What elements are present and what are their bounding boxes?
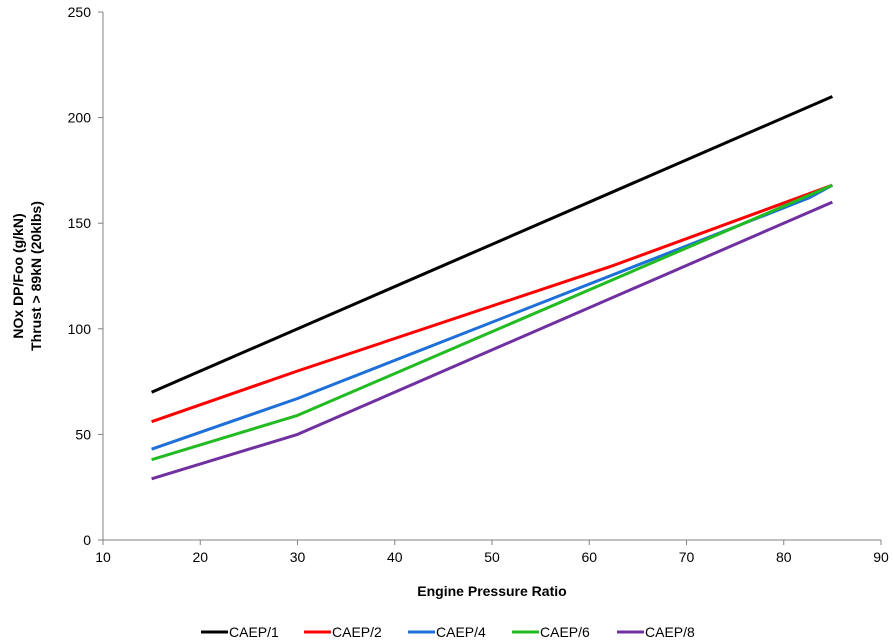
series-line-caep-8 <box>151 200 833 481</box>
legend-label: CAEP/6 <box>540 624 590 640</box>
y-tick-group: 0 50 100 150 200 250 <box>68 4 103 548</box>
x-tick-label: 10 <box>95 549 111 565</box>
x-tick-label: 60 <box>581 549 597 565</box>
series-line-caep-1 <box>151 95 833 394</box>
x-tick-label: 90 <box>873 549 889 565</box>
series-line-caep-6 <box>151 183 833 462</box>
legend: CAEP/1 CAEP/2 CAEP/4 CAEP/6 CAEP/8 <box>201 624 695 640</box>
y-tick-label: 100 <box>68 321 92 337</box>
legend-label: CAEP/8 <box>645 624 695 640</box>
x-tick-label: 50 <box>484 549 500 565</box>
y-tick-label: 200 <box>68 110 92 126</box>
y-tick-label: 150 <box>68 215 92 231</box>
axes <box>102 12 881 541</box>
legend-label: CAEP/4 <box>436 624 486 640</box>
x-tick-group: 10 20 30 40 50 60 70 80 90 <box>95 540 889 565</box>
series-line-caep-2 <box>151 183 833 424</box>
x-tick-label: 70 <box>679 549 695 565</box>
legend-label: CAEP/1 <box>229 624 279 640</box>
y-tick-label: 250 <box>68 4 92 20</box>
x-axis-title: Engine Pressure Ratio <box>417 583 566 599</box>
y-tick-label: 50 <box>75 426 91 442</box>
legend-label: CAEP/2 <box>332 624 382 640</box>
x-tick-label: 40 <box>387 549 403 565</box>
y-axis-title-line-2: Thrust > 89kN (20klbs) <box>28 201 44 351</box>
x-tick-label: 30 <box>290 549 306 565</box>
x-tick-label: 80 <box>776 549 792 565</box>
series-line-caep-4 <box>151 183 834 451</box>
x-tick-label: 20 <box>192 549 208 565</box>
y-tick-label: 0 <box>83 532 91 548</box>
y-axis-title-line-1: NOx DP/Foo (g/kN) <box>10 213 26 338</box>
series-lines <box>151 95 834 481</box>
